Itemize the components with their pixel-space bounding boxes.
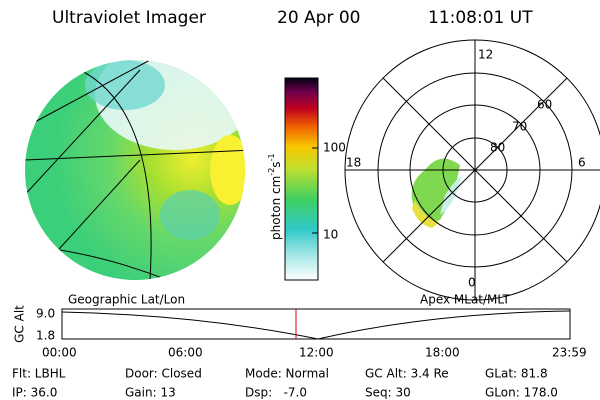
status: Flt: LBHL Door: Closed Mode: Normal GC Alt:… [12,367,558,400]
exp: -2 [267,168,276,176]
polar-plot: 12 18 6 0 60 70 80 [344,39,600,301]
date: 20 Apr 00 [277,8,360,28]
projection-label: Geographic Lat/Lon [68,293,185,307]
mlt-label: 6 [578,156,586,170]
status-field: Mode: Normal [245,367,329,381]
time: 11:08:01 UT [428,8,533,28]
y-tick-label: 1.8 [36,329,55,343]
mlt-label: 12 [478,48,493,62]
status-field: Door: Closed [125,367,202,381]
uv-image [25,60,245,280]
colorbar-tick: 10 [323,228,338,242]
mlt-label: 18 [346,156,361,170]
status-field: IP: 36.0 [12,386,57,400]
lat-label: 70 [512,120,527,134]
lat-label: 60 [537,98,552,112]
altitude-plot: GC Alt 9.0 1.8 00:00 06:00 12:00 18:00 2… [13,305,587,360]
projection-label: Apex MLat/MLT [420,293,510,307]
exp: -1 [267,153,276,161]
y-tick-label: 9.0 [36,307,55,321]
time-label: 06:00 [168,346,203,360]
status-field: GLat: 81.8 [485,367,548,381]
status-field: GLon: 178.0 [485,386,558,400]
header: Ultraviolet Imager 20 Apr 00 11:08:01 UT [52,8,533,28]
time-label: 18:00 [425,346,460,360]
unit: photon cm [269,176,283,240]
colorbar-tick: 100 [323,141,346,155]
status-field: Gain: 13 [125,386,176,400]
unit: s [269,161,283,167]
status-field: GC Alt: 3.4 Re [365,367,449,381]
lat-label: 80 [490,141,505,155]
status-field: Dsp: -7.0 [245,386,307,400]
mlt-label: 0 [468,276,476,290]
status-field: Seq: 30 [365,386,411,400]
time-label: 12:00 [299,346,334,360]
axis-label: GC Alt [13,305,27,343]
time-label: 00:00 [42,346,77,360]
time-label: 23:59 [552,346,587,360]
status-field: Flt: LBHL [12,367,66,381]
title: Ultraviolet Imager [52,8,206,28]
colorbar-unit: photon cm-2s-1 [267,153,283,240]
colorbar: 100 10 photon cm-2s-1 [267,77,346,281]
